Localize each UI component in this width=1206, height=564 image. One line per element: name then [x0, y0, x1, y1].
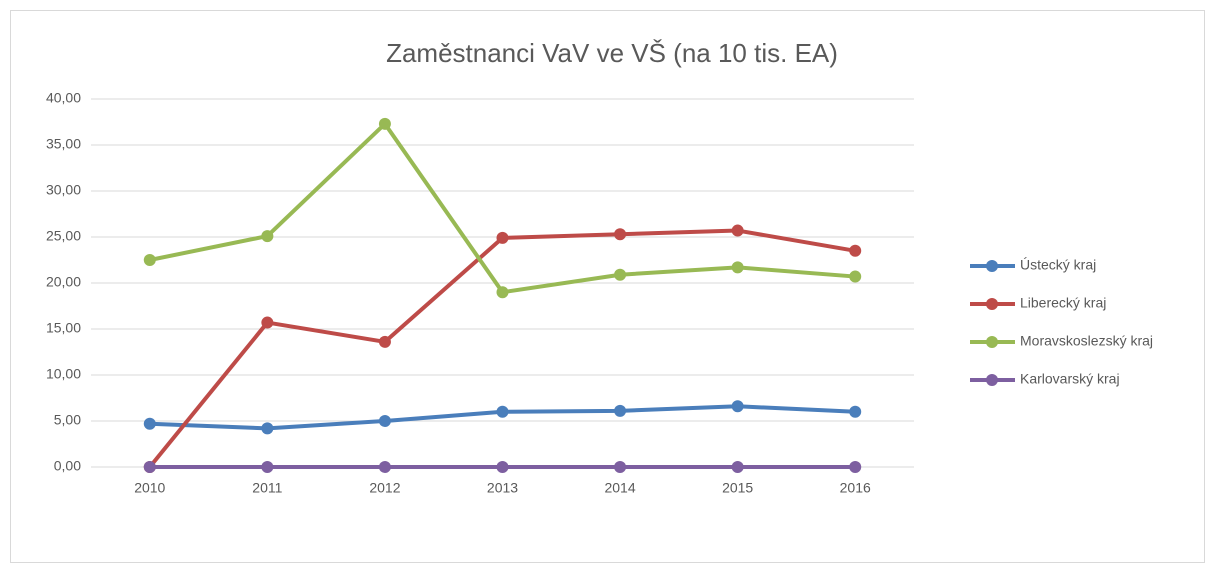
point	[731, 261, 744, 274]
point	[378, 335, 391, 348]
point	[496, 461, 509, 473]
point	[496, 231, 509, 244]
point	[614, 228, 627, 241]
x-tick-label: 2013	[487, 480, 518, 496]
point	[378, 415, 391, 427]
point	[261, 422, 274, 435]
point	[143, 254, 156, 266]
y-tick-label: 30,00	[46, 182, 81, 198]
point	[496, 405, 509, 418]
legend-label: Moravskoslezský kraj	[1020, 333, 1153, 349]
x-tick-label: 2016	[840, 480, 871, 496]
point	[378, 461, 391, 473]
chart-border	[10, 10, 1205, 563]
point	[614, 404, 627, 417]
y-tick-label: 35,00	[46, 136, 81, 152]
chart-title: Zaměstnanci VaV ve VŠ (na 10 tis. EA)	[386, 38, 838, 68]
x-tick-label: 2011	[252, 480, 282, 496]
legend-marker	[986, 374, 998, 386]
legend-label: Ústecký kraj	[1020, 257, 1096, 273]
y-tick-label: 40,00	[46, 90, 81, 106]
point	[614, 268, 627, 281]
point	[731, 224, 744, 237]
point	[496, 286, 509, 299]
point	[261, 461, 274, 473]
y-tick-label: 20,00	[46, 274, 81, 290]
point	[143, 417, 156, 430]
x-tick-label: 2014	[604, 480, 635, 496]
point	[849, 270, 862, 283]
point	[143, 461, 156, 473]
point	[849, 405, 862, 418]
point	[731, 400, 744, 413]
point	[731, 461, 744, 473]
point	[378, 117, 391, 130]
point	[849, 244, 862, 257]
y-tick-label: 15,00	[46, 320, 81, 336]
point	[849, 461, 862, 473]
point	[261, 230, 274, 243]
legend-marker	[986, 260, 998, 272]
y-tick-label: 5,00	[54, 412, 81, 428]
point	[261, 316, 274, 329]
legend-marker	[986, 298, 998, 310]
y-tick-label: 25,00	[46, 228, 81, 244]
legend-label: Karlovarský kraj	[1020, 371, 1120, 387]
x-tick-label: 2015	[722, 480, 753, 496]
x-tick-label: 2012	[369, 480, 400, 496]
x-tick-label: 2010	[134, 480, 165, 496]
y-tick-label: 10,00	[46, 366, 81, 382]
point	[614, 461, 627, 473]
y-tick-label: 0,00	[54, 458, 81, 474]
legend-marker	[986, 336, 998, 348]
legend-label: Liberecký kraj	[1020, 295, 1106, 311]
